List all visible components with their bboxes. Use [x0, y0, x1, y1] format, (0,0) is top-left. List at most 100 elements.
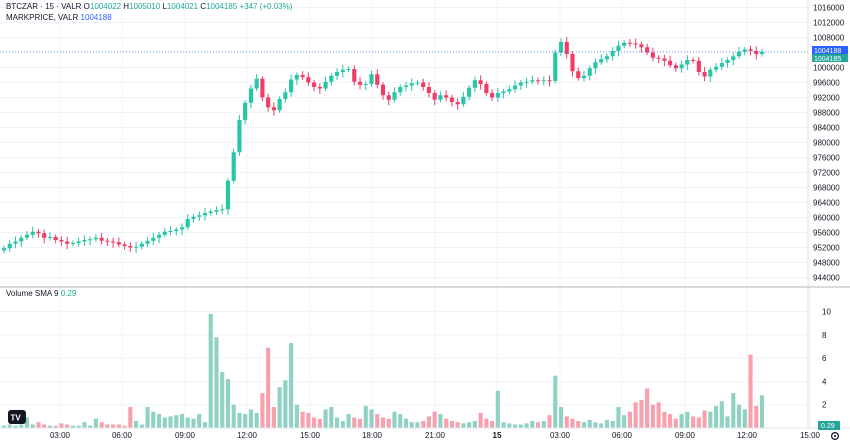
volume-bar	[449, 421, 454, 428]
candle-body	[524, 81, 529, 83]
volume-bar	[386, 418, 391, 428]
x-tick-label: 15	[493, 431, 502, 440]
x-tick-label: 06:00	[612, 431, 633, 440]
volume-bar	[530, 421, 535, 428]
candle-body	[553, 52, 558, 81]
candle-body	[501, 91, 506, 93]
volume-bar	[685, 411, 690, 428]
candle-body	[685, 60, 690, 65]
volume-bar	[145, 407, 150, 428]
volume-legend[interactable]: Volume SMA 9 0.29	[6, 289, 76, 298]
volume-bar	[128, 407, 133, 428]
candle-body	[507, 89, 512, 92]
volume-bar	[403, 418, 409, 428]
volume-tick-label: 4	[822, 377, 827, 386]
settings-gear-icon[interactable]	[831, 432, 839, 440]
candles	[1, 37, 765, 254]
candle-body	[599, 59, 604, 63]
candle-body	[128, 246, 133, 248]
candle-body	[673, 65, 678, 69]
candle-body	[616, 45, 621, 51]
volume-bar	[47, 425, 53, 428]
candle-body	[53, 237, 58, 240]
x-tick-label: 12:00	[737, 431, 758, 440]
volume-bar	[277, 387, 282, 428]
volume-bar	[432, 411, 437, 428]
volume-bar	[708, 411, 713, 428]
volume-bar	[139, 424, 144, 428]
y-tick-label: 1012000	[813, 19, 845, 28]
volume-value: 0.29	[60, 289, 77, 298]
volume-tag-bg	[818, 421, 840, 430]
y-tick-label: 952000	[813, 244, 840, 253]
volume-bar	[622, 415, 627, 428]
volume-bar	[156, 414, 162, 428]
candle-body	[725, 60, 730, 63]
markprice-tag: 1004188	[814, 48, 841, 55]
candle-body	[604, 56, 610, 60]
candle-body	[518, 82, 523, 86]
volume-bar	[599, 423, 604, 428]
volume-bar	[616, 407, 621, 428]
volume-bar	[329, 407, 334, 428]
candle-body	[484, 84, 489, 93]
last-price-tag: 1004185	[814, 56, 841, 63]
tradingview-logo[interactable]: TV	[8, 410, 26, 424]
candle-body	[47, 237, 53, 238]
volume-bar	[742, 409, 747, 428]
volume-axis[interactable]: 10 8 6 4 2	[822, 308, 831, 410]
volume-bar	[294, 404, 299, 428]
volume-tick-label: 6	[822, 354, 827, 363]
candle-body	[289, 79, 294, 93]
volume-bar	[725, 416, 730, 428]
candle-body	[340, 69, 345, 72]
volume-bar	[576, 421, 581, 428]
candle-body	[24, 234, 30, 238]
volume-bar	[593, 422, 598, 428]
volume-bar	[197, 414, 202, 428]
volume-bar	[231, 404, 236, 428]
candle-body	[214, 210, 219, 212]
candle-body	[231, 152, 236, 181]
volume-bar	[472, 421, 477, 428]
candle-body	[191, 216, 196, 219]
candle-body	[438, 95, 443, 100]
volume-bar	[220, 372, 225, 428]
price-axis[interactable]: 1016000101200010080001004000100000099600…	[813, 4, 845, 283]
volume-bar	[7, 424, 12, 428]
candle-body	[88, 239, 93, 241]
volume-bar	[334, 417, 340, 428]
volume-bar	[283, 380, 288, 428]
volume-bar	[352, 417, 357, 428]
volume-tick-label: 2	[822, 401, 827, 410]
y-tick-label: 988000	[813, 109, 840, 118]
volume-bar	[461, 423, 466, 428]
volume-bar	[93, 418, 98, 428]
candle-body	[179, 227, 185, 230]
candle-body	[375, 74, 380, 85]
symbol-label[interactable]: BTCZAR · 15 · VALR	[6, 2, 82, 11]
volume-bar	[306, 412, 311, 428]
time-axis[interactable]: 03:00 06:00 09:00 12:00 15:00 18:00 21:00 15 03:…	[50, 431, 821, 440]
volume-bar	[191, 418, 196, 428]
candle-body	[65, 241, 70, 244]
candle-body	[622, 42, 627, 46]
candle-body	[403, 85, 409, 87]
volume-bar	[639, 400, 644, 428]
volume-bar	[168, 416, 173, 428]
candle-body	[547, 80, 552, 82]
volume-bar	[179, 414, 185, 428]
x-tick-label: 21:00	[425, 431, 446, 440]
markprice-legend[interactable]: MARKPRICE, VALR 1004188	[6, 13, 112, 22]
volume-bar	[587, 419, 592, 428]
candle-body	[294, 75, 299, 80]
candle-body	[139, 243, 144, 247]
markprice-tag-bg	[812, 46, 848, 54]
candle-body	[742, 49, 747, 52]
volume-bar	[719, 401, 724, 428]
volume-tag: 0.29	[821, 423, 835, 430]
volume-bar	[518, 424, 523, 428]
candle-body	[691, 60, 696, 61]
candle-body	[70, 243, 75, 244]
